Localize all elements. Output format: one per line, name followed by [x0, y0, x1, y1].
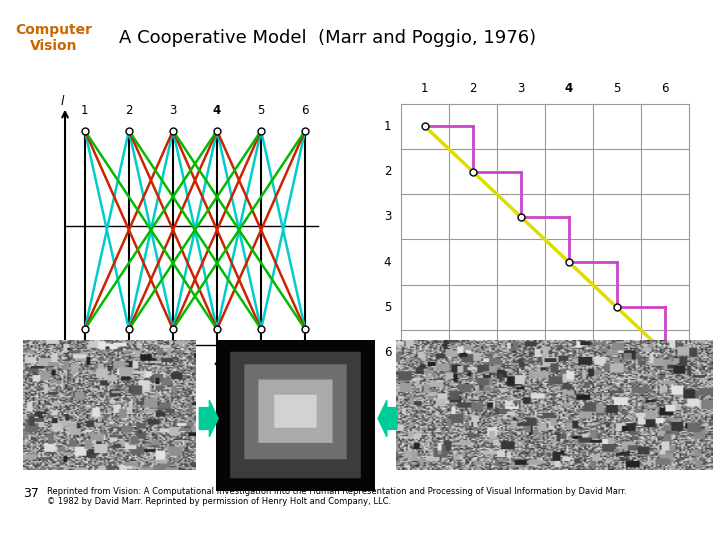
Text: 37: 37 [23, 487, 39, 500]
Text: 6: 6 [661, 82, 669, 94]
Text: l: l [61, 95, 65, 108]
Text: 3: 3 [384, 210, 391, 224]
Text: 1: 1 [384, 120, 391, 133]
Text: 4: 4 [213, 104, 221, 117]
Text: 5: 5 [257, 104, 265, 117]
Text: 1: 1 [421, 82, 428, 94]
Text: 2: 2 [384, 165, 391, 178]
Text: 1: 1 [81, 104, 89, 117]
Text: 2: 2 [125, 357, 132, 370]
Text: 3: 3 [169, 357, 176, 370]
Text: 3: 3 [517, 82, 524, 94]
Text: 1: 1 [81, 357, 89, 370]
Text: 5: 5 [613, 82, 621, 94]
Text: 5: 5 [384, 301, 391, 314]
Text: 6: 6 [384, 346, 391, 359]
Text: 2: 2 [469, 82, 477, 94]
Text: 5: 5 [257, 357, 265, 370]
Text: A Cooperative Model  (Marr and Poggio, 1976): A Cooperative Model (Marr and Poggio, 19… [119, 29, 536, 47]
Text: n: n [320, 339, 328, 352]
Text: 4: 4 [213, 357, 221, 370]
Text: 6: 6 [302, 104, 309, 117]
Text: 2: 2 [125, 104, 132, 117]
Text: 3: 3 [169, 104, 176, 117]
FancyArrow shape [378, 400, 397, 437]
Text: Computer
Vision: Computer Vision [15, 23, 91, 53]
Text: 4: 4 [564, 82, 573, 94]
Text: Reprinted from Vision: A Computational Investigation into the Human Representati: Reprinted from Vision: A Computational I… [47, 487, 626, 507]
FancyArrow shape [199, 400, 218, 437]
Text: 6: 6 [302, 357, 309, 370]
Text: 4: 4 [384, 255, 391, 268]
